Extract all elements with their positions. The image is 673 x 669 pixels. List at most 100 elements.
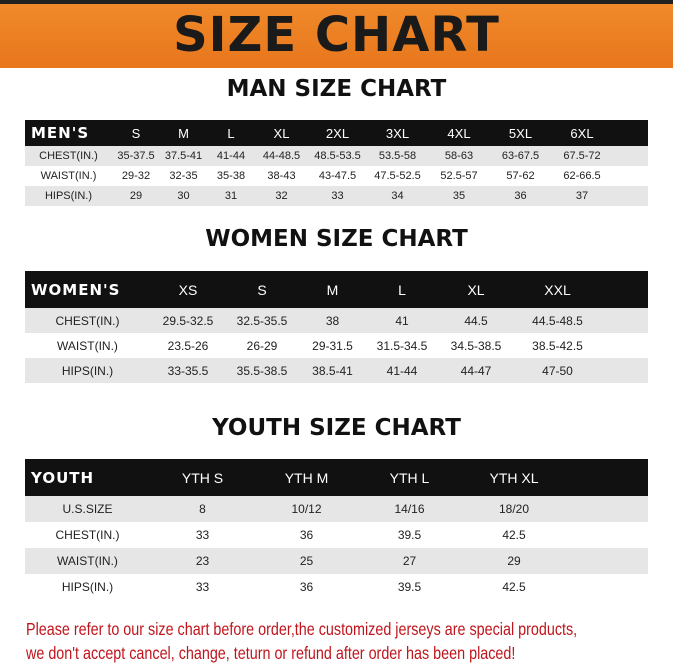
table-cell: 57-62 — [506, 170, 535, 182]
row-label: WAIST(IN.) — [57, 338, 118, 353]
title-banner: SIZE CHART — [0, 0, 673, 68]
table-cell: 33 — [195, 580, 210, 594]
table-cell: 8 — [199, 502, 206, 516]
table-cell: 35-38 — [216, 170, 246, 182]
table-cell: 42.5 — [502, 580, 526, 594]
women-title: WOMEN SIZE CHART — [205, 226, 468, 252]
table-row: HIPS(IN.) 33-35.5 35.5-38.5 38.5-41 41-44 44-… — [25, 358, 648, 383]
table-cell: 32 — [275, 190, 288, 202]
youth-size-table: YOUTH YTH S YTH M YTH L YTH XL U.S.SIZE 8 10/12… — [25, 459, 648, 600]
table-cell: 37 — [575, 190, 589, 202]
table-row: CHEST(IN.) 29.5-32.5 32.5-35.5 38 41 44.5 44.5… — [25, 308, 648, 333]
table-cell: 38.5-41 — [312, 363, 353, 378]
table-cell: 38 — [325, 313, 340, 328]
row-label: WAIST(IN.) — [40, 170, 97, 182]
table-cell: 36 — [299, 580, 314, 594]
table-row: WAIST(IN.) 29-32 32-35 35-38 38-43 43-47.5 47.… — [25, 166, 648, 186]
table-row: U.S.SIZE 8 10/12 14/16 18/20 — [25, 496, 648, 522]
table-cell: 6XL — [570, 125, 594, 141]
table-cell: 43-47.5 — [318, 170, 357, 182]
table-cell: S — [131, 125, 141, 141]
table-cell: 18/20 — [498, 502, 530, 516]
table-cell: 48.5-53.5 — [314, 150, 361, 162]
table-header-row: YOUTH YTH S YTH M YTH L YTH XL — [25, 459, 648, 496]
table-cell: XL — [467, 281, 485, 298]
table-cell: 32.5-35.5 — [236, 313, 288, 328]
table-row: WAIST(IN.) 23.5-26 26-29 29-31.5 31.5-34.5 34… — [25, 333, 648, 358]
table-cell: 2XL — [325, 125, 350, 141]
table-cell: 5XL — [508, 125, 533, 141]
table-cell: 67.5-72 — [563, 150, 601, 162]
table-cell: YTH S — [181, 469, 224, 486]
row-label: CHEST(IN.) — [55, 313, 120, 328]
table-row: HIPS(IN.) 33 36 39.5 42.5 — [25, 574, 648, 600]
table-cell: 52.5-57 — [440, 170, 478, 182]
table-cell: 44-48.5 — [262, 150, 301, 162]
men-size-table: MEN'S S M L XL 2XL 3XL 4XL 5XL 6XL CHEST(IN.) 35-37… — [25, 120, 648, 206]
table-cell: 39.5 — [397, 580, 422, 594]
table-cell: 38-43 — [267, 170, 296, 182]
table-cell: L — [398, 281, 406, 298]
table-cell: M — [326, 281, 339, 298]
row-label: U.S.SIZE — [62, 502, 113, 516]
table-cell: 30 — [177, 190, 190, 202]
table-row: HIPS(IN.) 29 30 31 32 33 34 35 36 37 — [25, 186, 648, 206]
disclaimer-line-1: Please refer to our size chart before or… — [26, 619, 578, 639]
row-label: WOMEN'S — [31, 280, 121, 299]
page-title: SIZE CHART — [173, 7, 500, 63]
table-cell: 29-32 — [121, 170, 151, 182]
disclaimer: Please refer to our size chart before or… — [26, 617, 666, 665]
table-cell: 37.5-41 — [164, 150, 203, 162]
row-label: WAIST(IN.) — [57, 554, 118, 568]
table-cell: 38.5-42.5 — [532, 338, 583, 353]
table-cell: 63-67.5 — [501, 150, 540, 162]
table-header-row: WOMEN'S XS S M L XL XXL — [25, 271, 648, 308]
table-cell: 53.5-58 — [378, 150, 417, 162]
table-cell: XXL — [544, 281, 571, 298]
table-cell: 23.5-26 — [167, 338, 209, 353]
table-cell: 36 — [299, 528, 314, 542]
table-cell: YTH L — [389, 469, 430, 486]
table-cell: 44-47 — [460, 363, 492, 378]
table-cell: 4XL — [447, 125, 471, 141]
table-cell: 36 — [514, 190, 527, 202]
table-cell: XS — [178, 281, 198, 298]
table-cell: 29 — [129, 190, 143, 202]
table-row: CHEST(IN.) 35-37.5 37.5-41 41-44 44-48.5 48.5… — [25, 146, 648, 166]
table-row: WAIST(IN.) 23 25 27 29 — [25, 548, 648, 574]
row-label: CHEST(IN.) — [55, 528, 120, 542]
table-cell: 33-35.5 — [167, 363, 209, 378]
disclaimer-line-2: we don't accept cancel, change, teturn o… — [26, 643, 516, 663]
men-title: MAN SIZE CHART — [226, 76, 447, 102]
table-cell: 10/12 — [291, 502, 322, 516]
table-cell: 29 — [507, 554, 521, 568]
table-cell: 25 — [299, 554, 314, 568]
table-cell: 41 — [395, 313, 409, 328]
table-cell: 32-35 — [169, 170, 198, 182]
row-label: MEN'S — [31, 124, 90, 142]
table-cell: 14/16 — [394, 502, 425, 516]
table-cell: 34 — [391, 190, 404, 202]
table-cell: M — [178, 125, 189, 141]
table-header-row: MEN'S S M L XL 2XL 3XL 4XL 5XL 6XL — [25, 120, 648, 146]
table-cell: 31.5-34.5 — [376, 338, 428, 353]
table-cell: 58-63 — [444, 150, 474, 162]
table-cell: 44.5 — [464, 313, 488, 328]
table-cell: 35 — [452, 190, 466, 202]
row-label: CHEST(IN.) — [39, 150, 98, 162]
table-cell: 23 — [195, 554, 210, 568]
table-cell: 26-29 — [246, 338, 278, 353]
table-cell: 33 — [331, 190, 344, 202]
row-label: HIPS(IN.) — [61, 580, 114, 594]
table-cell: 44.5-48.5 — [532, 313, 583, 328]
table-cell: 33 — [195, 528, 210, 542]
table-cell: 62-66.5 — [563, 170, 601, 182]
table-cell: 35.5-38.5 — [236, 363, 288, 378]
table-cell: 47-50 — [542, 363, 573, 378]
women-size-table: WOMEN'S XS S M L XL XXL CHEST(IN.) 29.5-32.5 32.5… — [25, 271, 648, 383]
table-cell: 27 — [402, 554, 417, 568]
table-cell: 31 — [224, 190, 238, 202]
row-label: HIPS(IN.) — [61, 363, 114, 378]
table-cell: XL — [273, 125, 290, 141]
table-cell: 39.5 — [397, 528, 422, 542]
